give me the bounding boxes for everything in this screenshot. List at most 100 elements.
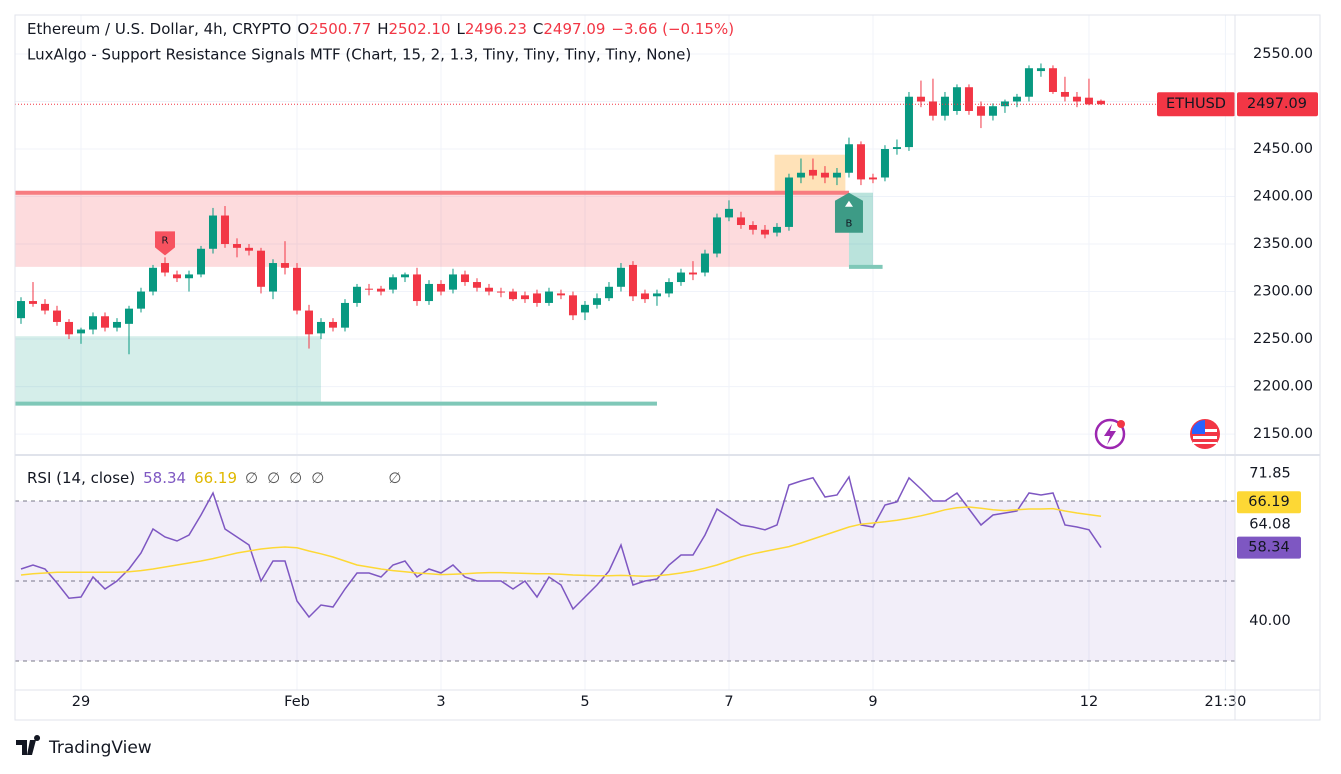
candles — [16, 63, 1105, 355]
header: Ethereum / U.S. Dollar, 4h, CRYPTO O2500.… — [27, 20, 734, 38]
candle-body — [676, 272, 685, 283]
candle-body — [88, 316, 97, 330]
candle-body — [604, 286, 613, 299]
x-tick-label: 29 — [72, 694, 90, 710]
candle-body — [64, 321, 73, 335]
candle-body — [700, 253, 709, 273]
candle-body — [124, 308, 133, 324]
rsi-line — [20, 506, 1102, 577]
change: −3.66 (−0.15%) — [611, 20, 734, 38]
candle-body — [40, 303, 49, 311]
indicator-title: LuxAlgo - Support Resistance Signals MTF… — [27, 46, 691, 64]
candle-body — [160, 263, 169, 273]
candle-body — [976, 106, 985, 116]
candle-body — [16, 301, 25, 319]
candle-body — [316, 321, 325, 334]
candle-body — [1084, 97, 1093, 105]
icon-flag[interactable] — [1190, 419, 1220, 449]
x-tick-label: 21:30 — [1205, 694, 1247, 710]
candle-body — [460, 274, 469, 283]
axes: 2150.00 2200.00 2250.00 2300.00 2350.00 2400.… — [15, 46, 1318, 710]
candle-body — [244, 247, 253, 251]
x-tick-label: Feb — [284, 694, 310, 710]
icon-flash[interactable] — [1094, 418, 1126, 450]
candle-body — [796, 172, 805, 178]
candle-body — [364, 288, 373, 290]
candle-body — [220, 215, 229, 245]
candle-body — [508, 291, 517, 300]
candle-body — [820, 172, 829, 178]
candle-body — [424, 283, 433, 302]
candle-body — [724, 208, 733, 218]
signal-label: R — [162, 235, 169, 246]
signal-marker — [834, 192, 863, 233]
rsi-tick-label: 64.08 — [1249, 517, 1291, 533]
rsi-title: RSI (14, close) — [27, 469, 135, 487]
candle-body — [268, 263, 277, 292]
frame — [14, 14, 1321, 721]
y-tick-label: 2150.00 — [1253, 426, 1313, 442]
candle-body — [52, 310, 61, 322]
candle-body — [436, 283, 445, 292]
candle-body — [400, 274, 409, 278]
candle-body — [1048, 68, 1057, 92]
candle-body — [592, 298, 601, 305]
candle-body — [148, 267, 157, 292]
candle-body — [748, 225, 757, 230]
rsi-pane — [15, 475, 1235, 662]
candle-body — [664, 282, 673, 294]
y-tick-label: 2450.00 — [1253, 141, 1313, 157]
ohlc-value: 2497.09 — [543, 20, 605, 38]
grid — [15, 15, 1235, 690]
rsi-band-fill — [15, 501, 1235, 661]
candle-body — [940, 96, 949, 116]
symbol-badge — [1157, 92, 1235, 117]
rsi-badge — [1237, 536, 1301, 559]
zones: RB — [15, 154, 883, 406]
candle-body — [952, 87, 961, 111]
logo — [16, 735, 41, 755]
brand: TradingView — [48, 738, 152, 758]
ohlc-letter: C — [533, 20, 543, 38]
candle-body — [208, 215, 217, 249]
candle-body — [1060, 91, 1069, 97]
candle-body — [496, 291, 505, 293]
rsi-legend: RSI (14, close) 58.34 66.19 ∅ ∅ ∅ ∅ ∅ — [27, 469, 401, 487]
na-value: ∅ — [311, 469, 324, 487]
candle-body — [760, 229, 769, 235]
candle-body — [640, 293, 649, 300]
zone — [15, 336, 321, 404]
candle-body — [184, 274, 193, 279]
candle-body — [856, 144, 865, 180]
x-tick-label: 12 — [1080, 694, 1098, 710]
candle-body — [580, 304, 589, 313]
candle-body — [136, 291, 145, 309]
rsi-badge-label: 66.19 — [1248, 494, 1290, 510]
candle-body — [28, 301, 37, 304]
rsi-badge — [1237, 491, 1301, 514]
candle-body — [280, 263, 289, 268]
y-tick-label: 2400.00 — [1253, 189, 1313, 205]
na-value: ∅ — [267, 469, 280, 487]
rsi-badge-label: 58.34 — [1248, 540, 1290, 556]
candle-body — [196, 248, 205, 275]
y-tick-label: 2200.00 — [1253, 379, 1313, 395]
price-badge — [1237, 92, 1318, 117]
rsi-tick-label: 40.00 — [1249, 613, 1291, 629]
rsi-value: 58.34 — [143, 469, 186, 487]
candle-body — [772, 226, 781, 233]
candle-body — [880, 148, 889, 178]
candle-body — [868, 177, 877, 180]
y-tick-label: 2250.00 — [1253, 331, 1313, 347]
candle-body — [964, 87, 973, 111]
ma-value: 66.19 — [194, 469, 237, 487]
candle-body — [532, 293, 541, 303]
ohlc-value: 2496.23 — [465, 20, 527, 38]
candle-body — [784, 177, 793, 227]
candle-body — [844, 144, 853, 173]
candle-body — [340, 302, 349, 328]
candle-body — [100, 316, 109, 328]
symbol-badge-label: ETHUSD — [1166, 96, 1226, 112]
candle-body — [388, 277, 397, 290]
